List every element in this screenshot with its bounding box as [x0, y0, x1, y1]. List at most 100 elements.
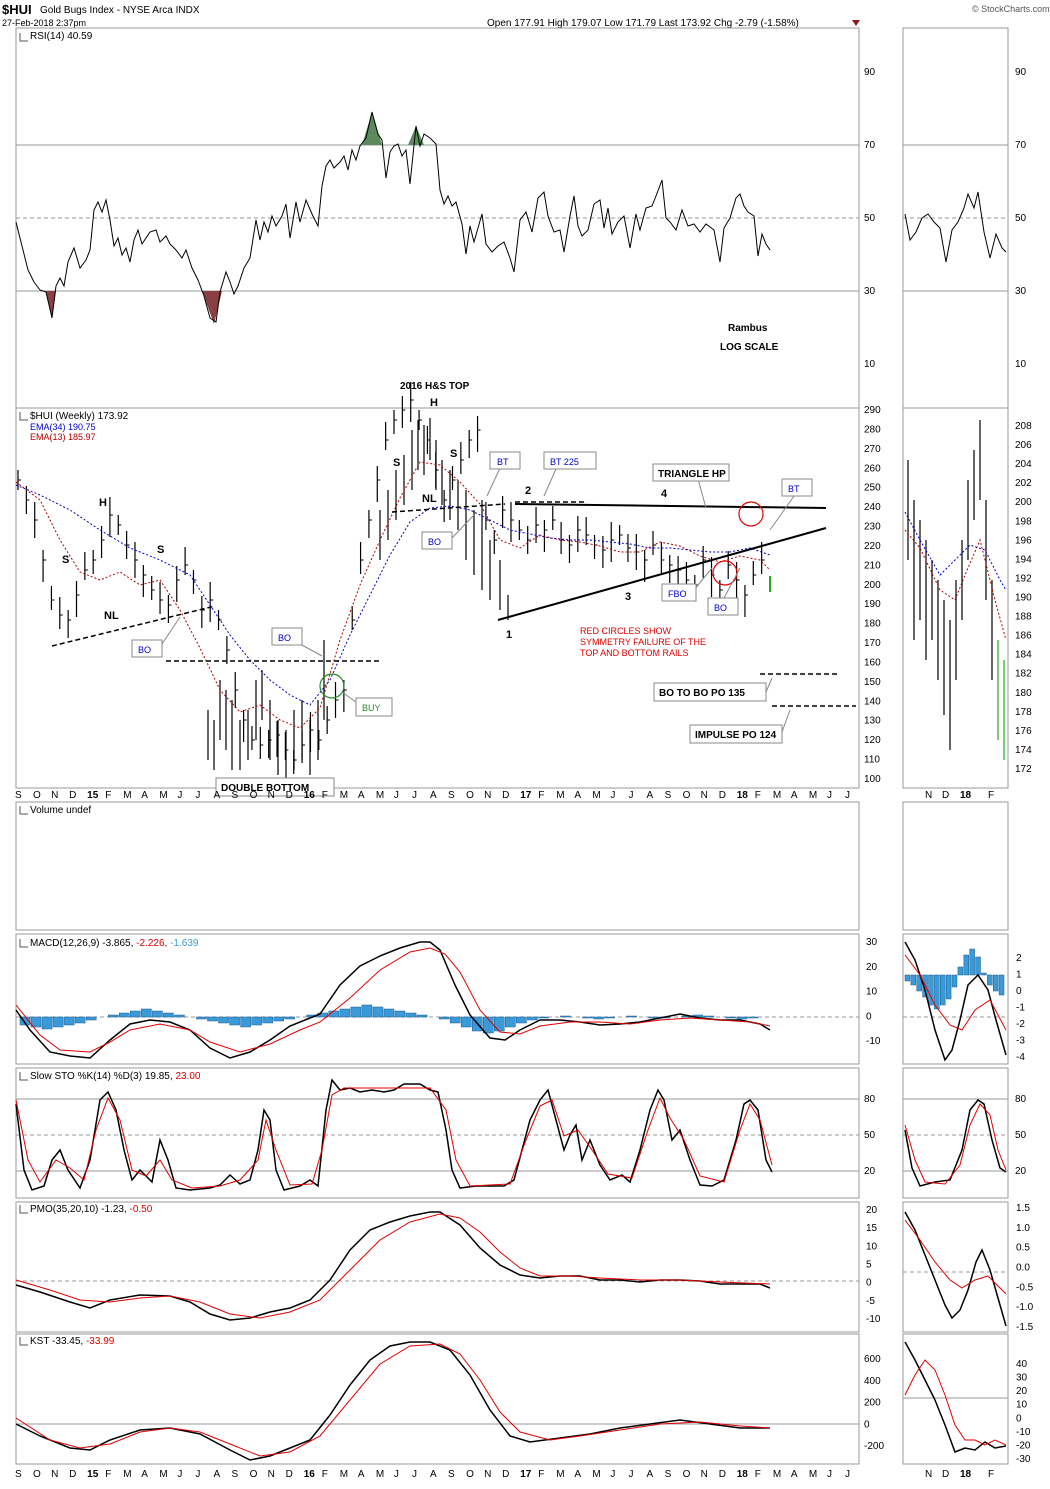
down-arrow-icon: [852, 20, 860, 26]
sto-label: Slow STO %K(14) %D(3) 19.85,: [30, 1071, 173, 1082]
x-tick-label: J: [195, 790, 200, 801]
macd-histogram-bar: [416, 1014, 428, 1018]
sto-panel: Slow STO %K(14) %D(3) 19.85, 23.00 80 50 2…: [15, 1071, 1027, 1191]
macd-panel: MACD(12,26,9) -3.865, -2.226, -1.639 30 2…: [15, 937, 1025, 1063]
pmo-tick-label: 10: [866, 1241, 878, 1252]
macd-histogram-bar: [460, 1016, 472, 1028]
kst-tick-label: 200: [864, 1398, 881, 1409]
rsi-tick-label: 10: [864, 359, 876, 370]
x-side-tick-label: N: [925, 790, 932, 801]
svg-text:BUY: BUY: [362, 703, 381, 713]
x-tick-label: S: [665, 1469, 672, 1480]
kst-line: [15, 1341, 770, 1461]
anno-fbo: FBO: [661, 567, 713, 602]
macd-hist: -1.639: [170, 938, 199, 949]
macd-histogram-bar: [593, 1016, 604, 1020]
x-tick-label: N: [51, 1469, 58, 1480]
buy-circle: [319, 673, 345, 699]
pmo-signal-line: [15, 1213, 771, 1319]
x-tick-label: M: [340, 1469, 348, 1480]
x-tick-label: F: [538, 790, 544, 801]
price-tick-label: 120: [864, 735, 881, 746]
side-price-tick-label: 178: [1015, 707, 1032, 718]
x-tick-label: F: [105, 790, 111, 801]
price-tick-label: 230: [864, 522, 881, 533]
sto-side-tick-label: 20: [1015, 1166, 1027, 1177]
svg-text:BO: BO: [428, 537, 441, 547]
anno-bo-2016-low: BO: [271, 627, 323, 657]
x-tick-label: 18: [737, 790, 749, 801]
svg-text:TRIANGLE HP: TRIANGLE HP: [658, 469, 726, 480]
side-price-tick-label: 184: [1015, 650, 1032, 661]
pmo-tick-label: -10: [866, 1314, 881, 1325]
svg-text:BT: BT: [497, 457, 509, 467]
rsi-tick-label: 30: [864, 286, 876, 297]
x-tick-label: A: [141, 1469, 148, 1480]
rsi-note-1: Rambus: [728, 323, 768, 334]
svg-text:Slow STO %K(14) %D(3) 19.85, 2: Slow STO %K(14) %D(3) 19.85, 23.00: [30, 1071, 201, 1082]
x-tick-label: O: [33, 790, 41, 801]
kst-side-tick-label: 0: [1016, 1413, 1022, 1424]
macd-side-histogram-bar: [998, 974, 1005, 996]
x-tick-label: M: [123, 1469, 131, 1480]
price-tick-label: 210: [864, 560, 881, 571]
side-price-tick-label: 186: [1015, 631, 1032, 642]
anno-bo-2015: BO: [131, 616, 181, 658]
price-tick-label: 170: [864, 638, 881, 649]
x-tick-label: F: [538, 1469, 544, 1480]
pmo-side-tick-label: -1.0: [1016, 1302, 1034, 1313]
x-tick-label: A: [647, 1469, 654, 1480]
triangle-bottom-rail: [497, 527, 827, 621]
x-side-tick-label: 18: [960, 790, 972, 801]
macd-side-histogram-bar: [981, 972, 987, 976]
x-tick-label: O: [683, 790, 691, 801]
macd-histogram-bar: [494, 1016, 505, 1032]
x-tick-label: D: [286, 1469, 293, 1480]
pmo-side-tick-label: -1.5: [1016, 1322, 1034, 1333]
x-axis-top: S O N D 15 F M A M J J A S O N D 16 F M A M J J A S O N D 17 F M A M J J A S…: [15, 790, 994, 801]
x-tick-label: A: [430, 1469, 437, 1480]
svg-text:IMPULSE PO 124: IMPULSE PO 124: [695, 730, 777, 741]
side-price-tick-label: 206: [1015, 440, 1032, 451]
pmo-tick-label: 20: [866, 1205, 878, 1216]
macd-tick-label: 20: [866, 962, 878, 973]
x-tick-label: O: [33, 1469, 41, 1480]
anno-n2: 2: [525, 485, 531, 497]
x-tick-label: M: [556, 790, 564, 801]
macd-histogram-bar: [63, 1016, 75, 1026]
macd-histogram-bar: [207, 1016, 218, 1022]
x-tick-label: J: [412, 1469, 417, 1480]
pmo-panel: PMO(35,20,10) -1.23, -0.50 20 15 10 5 0 -5 -10…: [15, 1203, 1034, 1333]
pmo-side-tick-label: -0.5: [1016, 1282, 1034, 1293]
x-side-tick-label: N: [925, 1469, 932, 1480]
anno-s-right-2015: S: [157, 544, 164, 556]
x-tick-label: 15: [87, 790, 99, 801]
side-price-tick-label: 180: [1015, 688, 1032, 699]
anno-nl-2015: NL: [104, 610, 119, 622]
anno-nl-2016: NL: [422, 493, 437, 505]
side-price-tick-label: 208: [1015, 421, 1032, 432]
side-price-tick-label: 190: [1015, 593, 1032, 604]
kst-side-tick-label: -30: [1016, 1454, 1031, 1465]
macd-tick-label: 0: [866, 1011, 872, 1022]
sto-d-line: [15, 1087, 773, 1189]
anno-bo-2018: BO: [707, 567, 741, 616]
x-tick-label: D: [502, 790, 509, 801]
sto-k-line: [15, 1078, 773, 1191]
ema13-line: [15, 461, 771, 729]
x-tick-label: 15: [87, 1469, 99, 1480]
x-tick-label: 16: [304, 790, 316, 801]
macd-side-tick-label: -1: [1016, 1003, 1025, 1014]
volume-chart-icon: [19, 806, 28, 815]
macd-histogram-bar: [284, 1016, 295, 1020]
rsi-overbought-fill-2: [408, 126, 424, 145]
price-tick-label: 270: [864, 444, 881, 455]
kst-tick-label: 0: [864, 1419, 870, 1430]
anno-n3: 3: [625, 591, 631, 603]
rsi-side-tick-label: 30: [1015, 286, 1027, 297]
x-tick-label: O: [683, 1469, 691, 1480]
price-tick-label: 190: [864, 599, 881, 610]
x-tick-label: A: [791, 1469, 798, 1480]
macd-side-histogram-bar: [963, 954, 969, 976]
